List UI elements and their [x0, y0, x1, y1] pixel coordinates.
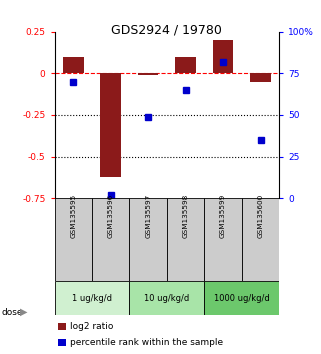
- Text: GDS2924 / 19780: GDS2924 / 19780: [111, 23, 222, 36]
- Text: percentile rank within the sample: percentile rank within the sample: [70, 338, 223, 347]
- Text: GSM135595: GSM135595: [70, 194, 76, 238]
- Bar: [129, 198, 167, 281]
- Text: ▶: ▶: [20, 307, 28, 317]
- Text: GSM135598: GSM135598: [183, 194, 189, 238]
- Bar: [175, 57, 196, 73]
- Text: log2 ratio: log2 ratio: [70, 322, 114, 331]
- Bar: [58, 323, 66, 330]
- Text: GSM135600: GSM135600: [257, 194, 264, 238]
- Bar: [204, 198, 242, 281]
- Text: GSM135599: GSM135599: [220, 194, 226, 238]
- Text: GSM135597: GSM135597: [145, 194, 151, 238]
- Bar: [167, 198, 204, 281]
- Bar: [55, 281, 129, 315]
- Bar: [138, 73, 159, 75]
- Bar: [55, 198, 92, 281]
- Text: 10 ug/kg/d: 10 ug/kg/d: [144, 294, 189, 303]
- Text: 1000 ug/kg/d: 1000 ug/kg/d: [214, 294, 270, 303]
- Bar: [129, 281, 204, 315]
- Bar: [100, 73, 121, 177]
- Bar: [242, 198, 279, 281]
- Bar: [213, 40, 233, 73]
- Bar: [92, 198, 129, 281]
- Text: dose: dose: [2, 308, 23, 317]
- Text: GSM135596: GSM135596: [108, 194, 114, 238]
- Bar: [204, 281, 279, 315]
- Text: 1 ug/kg/d: 1 ug/kg/d: [72, 294, 112, 303]
- Bar: [250, 73, 271, 82]
- Bar: [63, 57, 83, 73]
- Bar: [58, 339, 66, 346]
